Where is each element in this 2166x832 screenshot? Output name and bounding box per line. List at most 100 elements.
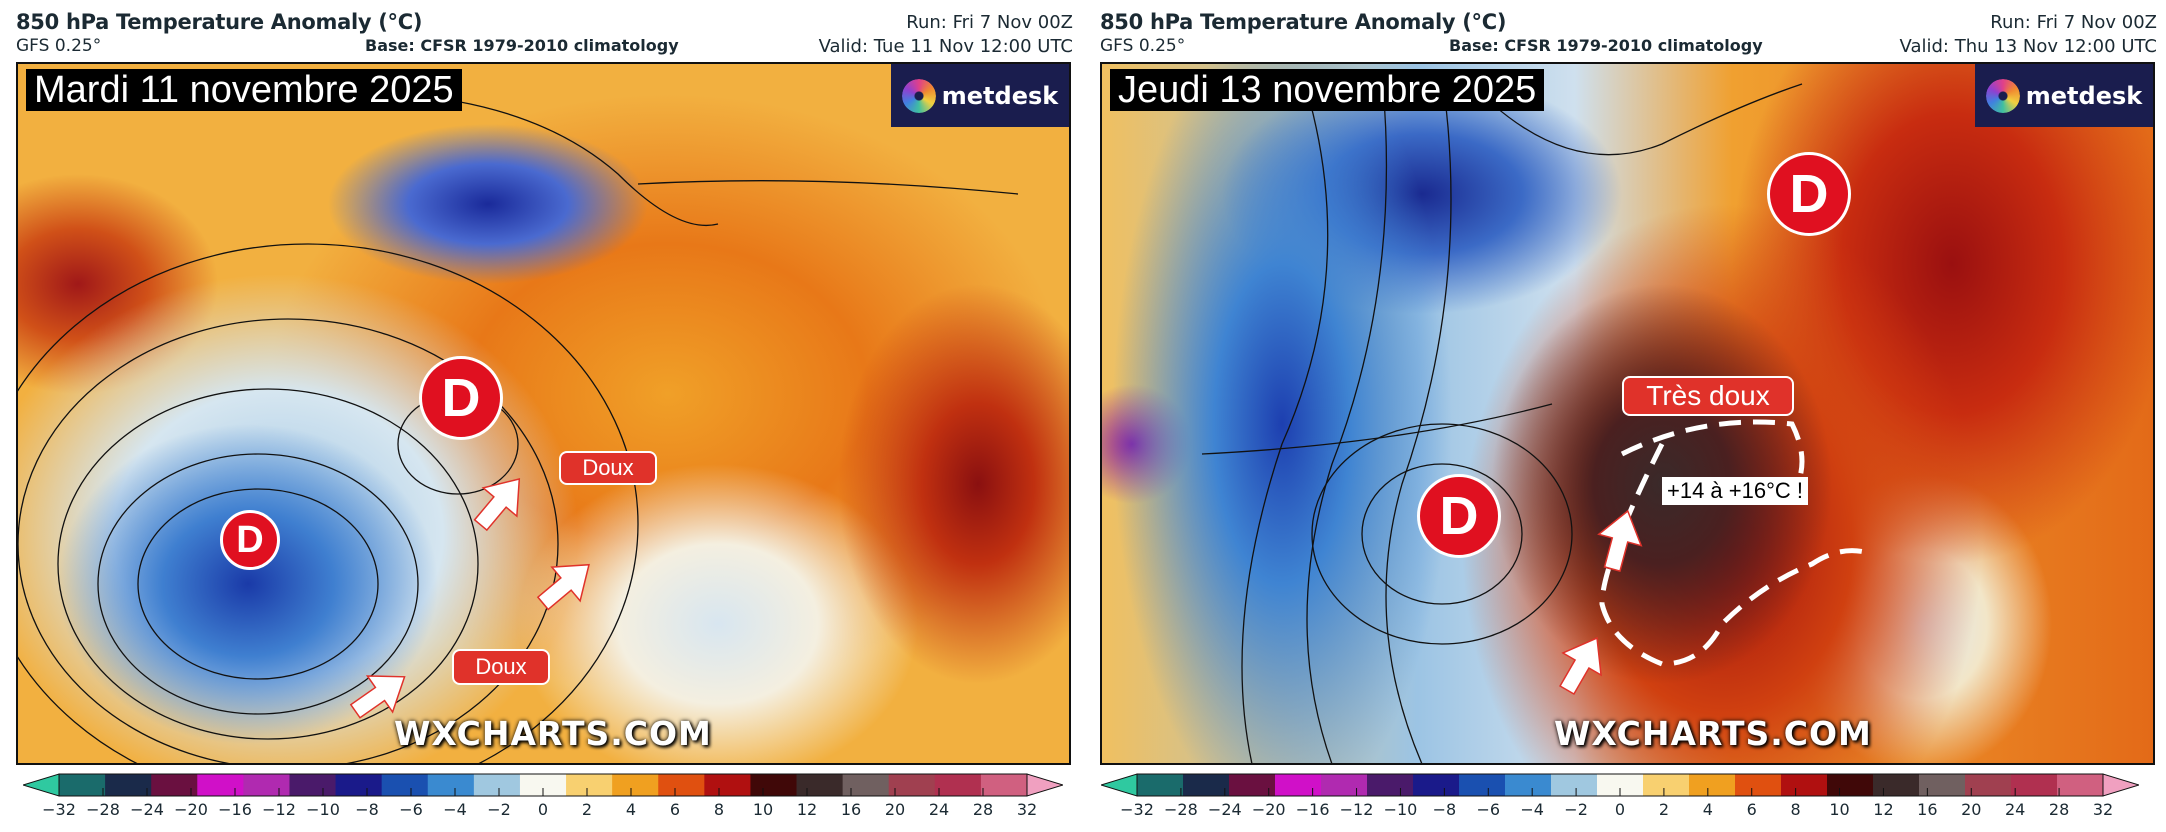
- colorbar-tick-label: −8: [1432, 800, 1457, 819]
- colorbar-segment: [105, 774, 152, 796]
- colorbar-tick-label: −24: [130, 800, 164, 819]
- metdesk-logo-icon: [901, 78, 936, 113]
- date-label: Jeudi 13 novembre 2025: [1110, 69, 1545, 111]
- date-label: Mardi 11 novembre 2025: [26, 69, 462, 111]
- colorbar-tick-label: −28: [1164, 800, 1198, 819]
- low-pressure-marker: D: [1767, 152, 1851, 236]
- colorbar-segment: [1505, 774, 1552, 796]
- colorbar-segment: [2057, 774, 2104, 796]
- colorbar-segment: [934, 774, 982, 796]
- anomaly-map: Mardi 11 novembre 2025 metdesk D D Doux …: [16, 62, 1071, 765]
- colorbar-extend-max: [2102, 773, 2141, 797]
- colorbar-segment: [842, 774, 890, 796]
- colorbar-segment: [1137, 774, 1184, 796]
- colorbar-extend-min: [21, 773, 60, 797]
- warm-zone-outline: [1599, 419, 1873, 667]
- colorbar-tick-label: 6: [1746, 800, 1757, 819]
- chart-panel-tuesday: 850 hPa Temperature Anomaly (°C) GFS 0.2…: [10, 0, 1075, 832]
- colorbar-segment: [1321, 774, 1368, 796]
- colorbar-tick-label: −24: [1207, 800, 1242, 819]
- colorbar-tick-label: −12: [262, 800, 296, 819]
- colorbar: [21, 773, 1065, 797]
- metdesk-logo-icon: [1985, 78, 2020, 113]
- metdesk-logo: metdesk: [891, 64, 1069, 127]
- colorbar-segment: [1965, 774, 2012, 796]
- colorbar-segment: [1459, 774, 1506, 796]
- colorbar-segment: [1367, 774, 1414, 796]
- model-label: GFS 0.25°: [16, 36, 102, 56]
- colorbar-segment: [980, 774, 1028, 796]
- colorbar-tick-label: 10: [752, 800, 774, 819]
- colorbar-segment: [1873, 774, 1920, 796]
- colorbar-tick-label: −10: [306, 800, 340, 819]
- base-label: Base: CFSR 1979-2010 climatology: [365, 36, 679, 55]
- colorbar-tick-label: 16: [1917, 800, 1938, 819]
- colorbar-segment: [243, 774, 290, 796]
- colorbar-segment: [1827, 774, 1874, 796]
- colorbar-tick-label: −16: [1295, 800, 1330, 819]
- colorbar-tick-label: 8: [713, 800, 725, 819]
- colorbar-segment: [1781, 774, 1828, 796]
- logo-text: metdesk: [2025, 81, 2143, 110]
- colorbar-segment: [1689, 774, 1736, 796]
- colorbar-segment: [1229, 774, 1276, 796]
- colorbar-tick-label: 32: [1016, 800, 1038, 819]
- colorbar-segment: [289, 774, 337, 796]
- watermark: WXCHARTS.COM: [1554, 714, 1872, 753]
- colorbar: [1099, 773, 2141, 797]
- colorbar-extend-max: [1026, 773, 1065, 797]
- temperature-note: +14 à +16°C !: [1662, 477, 1809, 505]
- colorbar-tick-label: −8: [355, 800, 379, 819]
- low-pressure-marker: D: [220, 510, 280, 570]
- run-label: Run: Fri 7 Nov 00Z: [1990, 12, 2157, 33]
- arrow-icon: [473, 478, 521, 532]
- run-label: Run: Fri 7 Nov 00Z: [906, 12, 1073, 33]
- chart-title: 850 hPa Temperature Anomaly (°C): [1100, 10, 1507, 34]
- arrow-icon: [1559, 636, 1602, 696]
- logo-text: metdesk: [941, 81, 1059, 110]
- wind-arrows: [349, 478, 590, 719]
- colorbar-labels: −32 −28 −24 −20 −16 −12 −10 −8 −6 −4 −2 0 2 4 6 8 10 12 16…: [23, 800, 1063, 820]
- colorbar-labels: −32 −28 −24 −20 −16 −12 −10 −8 −6 −4 −2 0 2 4 6 8 10 12 16…: [1101, 800, 2139, 820]
- anomaly-map: Jeudi 13 novembre 2025 metdesk D D Très …: [1100, 62, 2155, 765]
- colorbar-segment: [197, 774, 244, 796]
- watermark: WXCHARTS.COM: [394, 714, 712, 753]
- colorbar-segment: [1551, 774, 1598, 796]
- low-pressure-marker: D: [1417, 474, 1501, 558]
- arrow-icon: [536, 563, 590, 611]
- colorbar-tick-label: 0: [1614, 800, 1626, 819]
- colorbar-segment: [1275, 774, 1322, 796]
- colorbar-tick-label: −2: [487, 800, 511, 819]
- colorbar-tick-label: 16: [840, 800, 862, 819]
- colorbar-tick-label: 28: [2048, 800, 2070, 819]
- colorbar-tick-label: 4: [1702, 800, 1713, 819]
- colorbar-tick-label: −16: [218, 800, 252, 819]
- colorbar-tick-label: 24: [928, 800, 950, 819]
- colorbar-tick-label: 2: [581, 800, 593, 819]
- colorbar-tick-label: −32: [42, 800, 76, 819]
- colorbar-segment: [704, 774, 751, 796]
- colorbar-tick-label: −2: [1564, 800, 1588, 819]
- colorbar-tick-label: 8: [1790, 800, 1801, 819]
- colorbar-segment: [1735, 774, 1782, 796]
- colorbar-tick-label: −12: [1339, 800, 1374, 819]
- colorbar-tick-label: 24: [2004, 800, 2026, 819]
- colorbar-segment: [796, 774, 844, 796]
- colorbar-segment: [1919, 774, 1966, 796]
- mild-tag: Doux: [559, 451, 657, 485]
- colorbar-segment: [335, 774, 383, 796]
- colorbar-tick-label: −10: [1383, 800, 1418, 819]
- colorbar-tick-label: 12: [1873, 800, 1894, 819]
- colorbar-segment: [151, 774, 198, 796]
- colorbar-tick-label: 2: [1658, 800, 1669, 819]
- colorbar-tick-label: 12: [796, 800, 818, 819]
- colorbar-tick-label: 20: [1961, 800, 1982, 819]
- colorbar-tick-label: −4: [443, 800, 467, 819]
- colorbar-segment: [519, 774, 567, 796]
- colorbar-tick-label: 28: [972, 800, 994, 819]
- very-mild-tag: Très doux: [1622, 376, 1794, 416]
- colorbar-segment: [427, 774, 475, 796]
- colorbar-segment: [381, 774, 429, 796]
- mild-tag: Doux: [452, 649, 550, 685]
- colorbar-tick-label: 0: [537, 800, 549, 819]
